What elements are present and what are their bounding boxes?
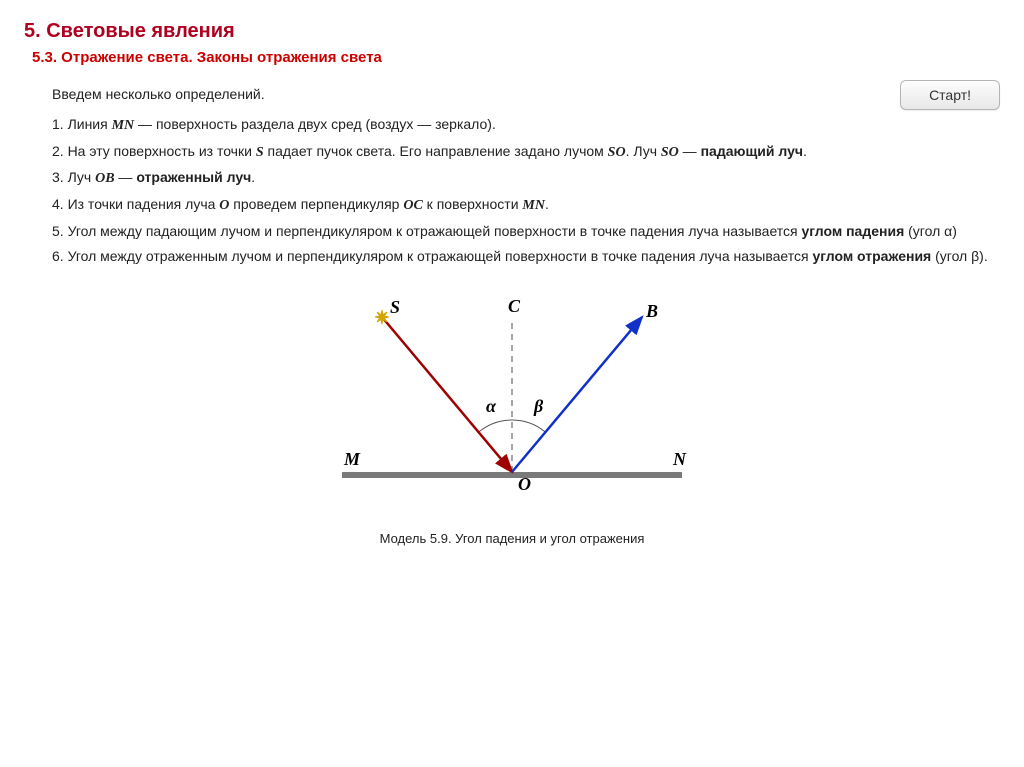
- definition-2: 2. На эту поверхность из точки S падает …: [24, 141, 1000, 164]
- figure-caption: Модель 5.9. Угол падения и угол отражени…: [272, 529, 752, 549]
- svg-text:N: N: [672, 449, 687, 469]
- definition-4: 4. Из точки падения луча O проведем перп…: [24, 194, 1000, 217]
- svg-text:M: M: [343, 449, 361, 469]
- reflection-diagram: S C B M N Oα β Модель 5.9. Угол падения и угол…: [272, 292, 752, 549]
- content-body: Введем несколько определений. Старт! 1. …: [24, 80, 1000, 549]
- svg-text:C: C: [508, 296, 521, 316]
- svg-text:B: B: [645, 301, 658, 321]
- svg-text:S: S: [390, 297, 400, 317]
- svg-text:β: β: [533, 396, 544, 416]
- svg-text:O: O: [518, 474, 531, 494]
- chapter-title: 5. Световые явления: [24, 20, 1000, 43]
- intro-text: Введем несколько определений.: [24, 84, 265, 106]
- definition-5: 5. Угол между падающим лучом и перпендик…: [24, 221, 1000, 243]
- definition-6: 6. Угол между отраженным лучом и перпенд…: [24, 246, 1000, 268]
- definition-1: 1. Линия MN — поверхность раздела двух с…: [24, 114, 1000, 137]
- svg-text:α: α: [486, 396, 497, 416]
- section-title: 5.3. Отражение света. Законы отражения с…: [24, 49, 1000, 66]
- start-button[interactable]: Старт!: [900, 80, 1000, 110]
- definition-3: 3. Луч OB — отраженный луч.: [24, 167, 1000, 190]
